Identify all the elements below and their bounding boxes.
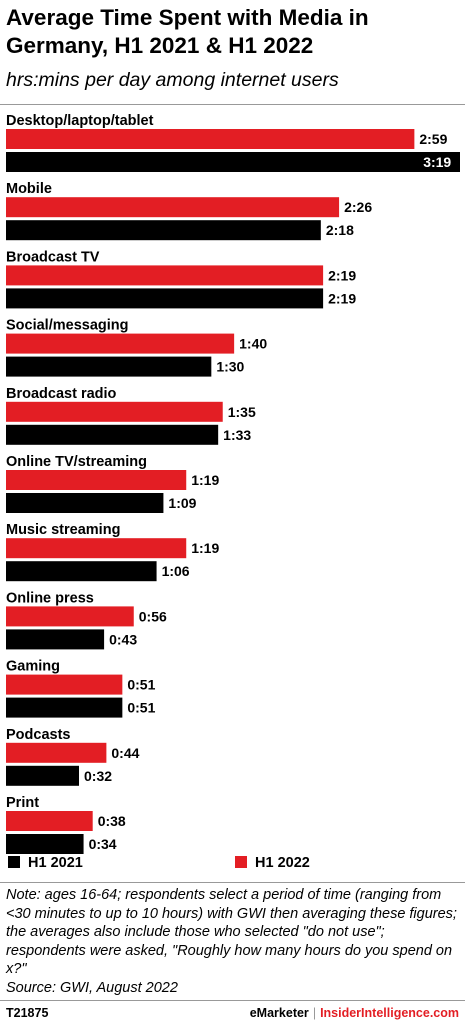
footnote: Note: ages 16-64; respondents select a p…	[6, 886, 461, 997]
footer-divider	[0, 1000, 465, 1001]
header-divider	[0, 104, 465, 105]
category-label-broadcast-tv: Broadcast TV	[6, 249, 100, 265]
legend-label-h1-2022: H1 2022	[255, 855, 310, 871]
bar-h1-2021-broadcast-tv	[6, 288, 324, 309]
value-label-h1-2021-desktop-laptop-tablet: 3:19	[423, 154, 451, 170]
bar-h1-2022-online-press	[6, 606, 134, 627]
category-label-gaming: Gaming	[6, 659, 60, 675]
bar-h1-2022-online-tv-streaming	[6, 470, 187, 490]
bar-h1-2021-online-tv-streaming	[6, 493, 164, 513]
value-label-h1-2021-online-tv-streaming: 1:09	[168, 495, 196, 511]
legend-label-h1-2021: H1 2021	[28, 855, 83, 871]
chart-title: Average Time Spent with Media in Germany…	[6, 5, 369, 58]
legend-swatch-h1-2022	[235, 856, 247, 868]
bar-h1-2022-broadcast-tv	[6, 265, 324, 286]
value-label-h1-2022-broadcast-tv: 2:19	[328, 267, 356, 283]
footnote-source: Source: GWI, August 2022	[6, 979, 178, 996]
value-label-h1-2022-desktop-laptop-tablet: 2:59	[419, 131, 447, 147]
bar-h1-2021-desktop-laptop-tablet	[6, 152, 460, 172]
bar-h1-2021-gaming	[6, 697, 123, 718]
bar-h1-2021-print	[6, 834, 84, 854]
brand-insider-intelligence: InsiderIntelligence.com	[320, 1006, 459, 1020]
value-label-h1-2021-mobile: 2:18	[326, 222, 354, 238]
bar-h1-2022-music-streaming	[6, 538, 187, 559]
brand-footer: eMarketer | InsiderIntelligence.com	[250, 1006, 459, 1020]
bar-h1-2022-mobile	[6, 197, 340, 218]
value-label-h1-2021-broadcast-radio: 1:33	[223, 427, 251, 443]
bar-h1-2021-music-streaming	[6, 561, 157, 582]
value-label-h1-2021-gaming: 0:51	[127, 700, 155, 716]
footnote-divider	[0, 882, 465, 883]
category-label-mobile: Mobile	[6, 181, 52, 197]
bar-h1-2022-broadcast-radio	[6, 401, 223, 422]
value-label-h1-2021-online-press: 0:43	[109, 631, 137, 647]
bar-h1-2022-social-messaging	[6, 333, 235, 354]
value-label-h1-2021-music-streaming: 1:06	[162, 563, 190, 579]
category-label-music-streaming: Music streaming	[6, 522, 120, 538]
category-label-podcasts: Podcasts	[6, 727, 70, 743]
value-label-h1-2022-social-messaging: 1:40	[239, 336, 267, 352]
value-label-h1-2022-mobile: 2:26	[344, 199, 372, 215]
bar-h1-2022-desktop-laptop-tablet	[6, 129, 415, 149]
value-label-h1-2021-broadcast-tv: 2:19	[328, 290, 356, 306]
bar-h1-2021-online-press	[6, 629, 105, 650]
category-label-print: Print	[6, 795, 39, 811]
bar-h1-2022-podcasts	[6, 742, 107, 763]
value-label-h1-2021-podcasts: 0:32	[84, 768, 112, 784]
chart-id: T21875	[6, 1006, 49, 1020]
value-label-h1-2021-print: 0:34	[89, 836, 117, 852]
category-label-desktop-laptop-tablet: Desktop/laptop/tablet	[6, 113, 154, 129]
value-label-h1-2022-print: 0:38	[98, 813, 126, 829]
value-label-h1-2022-online-tv-streaming: 1:19	[191, 472, 219, 488]
bar-h1-2021-social-messaging	[6, 356, 212, 377]
bar-h1-2022-gaming	[6, 674, 123, 695]
value-label-h1-2022-gaming: 0:51	[127, 677, 155, 693]
bar-h1-2021-podcasts	[6, 765, 80, 786]
value-label-h1-2022-broadcast-radio: 1:35	[228, 404, 256, 420]
value-label-h1-2022-online-press: 0:56	[139, 608, 167, 624]
category-label-online-press: Online press	[6, 590, 94, 606]
footnote-note: Note: ages 16-64; respondents select a p…	[6, 887, 457, 977]
bar-h1-2021-broadcast-radio	[6, 424, 219, 445]
brand-emarketer: eMarketer	[249, 1006, 309, 1020]
category-label-social-messaging: Social/messaging	[6, 318, 129, 334]
legend-swatch-h1-2021	[8, 856, 20, 868]
value-label-h1-2022-music-streaming: 1:19	[191, 540, 219, 556]
value-label-h1-2022-podcasts: 0:44	[111, 745, 139, 761]
bar-chart: Desktop/laptop/tablet 2:59 3:19 Mobile 2:26 2…	[6, 113, 460, 871]
category-label-online-tv-streaming: Online TV/streaming	[6, 454, 147, 470]
brand-separator: |	[312, 1006, 317, 1020]
chart-subtitle: hrs:mins per day among internet users	[6, 69, 339, 91]
bar-h1-2021-mobile	[6, 220, 321, 241]
category-label-broadcast-radio: Broadcast radio	[6, 386, 117, 402]
value-label-h1-2021-social-messaging: 1:30	[216, 359, 244, 375]
bar-h1-2022-print	[6, 811, 93, 831]
